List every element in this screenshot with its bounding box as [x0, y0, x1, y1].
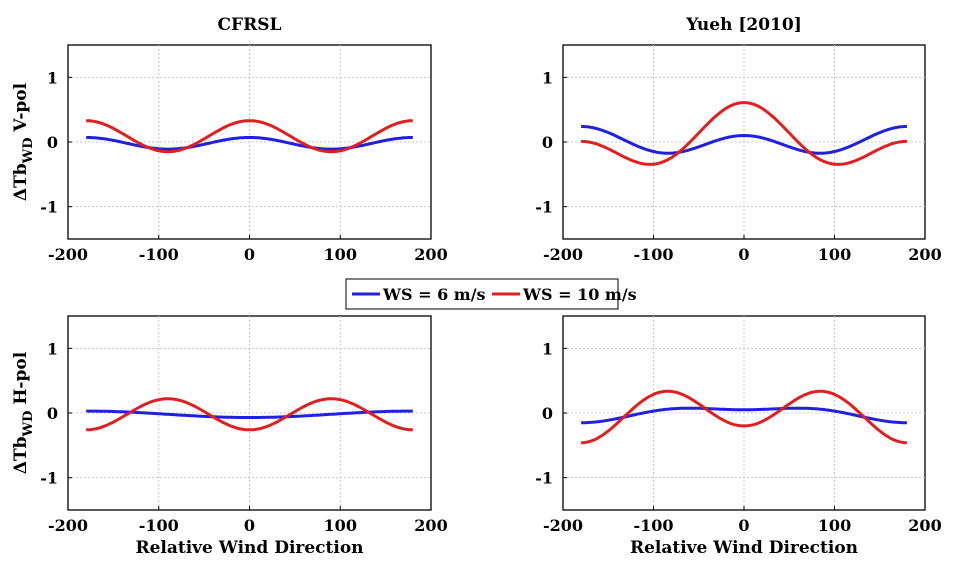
x-tick-label: 200: [414, 516, 447, 535]
legend-label: WS = 10 m/s: [522, 285, 637, 304]
series-line-ws10: [581, 389, 907, 445]
x-tick-label: -200: [543, 245, 583, 264]
series-line-ws6: [86, 409, 413, 419]
series-line-ws10: [581, 101, 907, 166]
x-tick-label: 200: [414, 245, 447, 264]
series-line-ws6: [581, 125, 907, 155]
y-tick-label: 1: [47, 68, 58, 87]
y-tick-label: -1: [535, 198, 553, 217]
x-tick-label: -100: [139, 245, 179, 264]
row-label-top: V-pol: [11, 82, 31, 137]
y-axis-label-top: ΔTbWD V-pol: [11, 82, 36, 201]
legend: WS = 6 m/s WS = 10 m/s: [345, 278, 637, 310]
y-tick-label: -1: [40, 469, 58, 488]
legend-label: WS = 6 m/s: [382, 285, 486, 304]
x-axis-label: Relative Wind Direction: [630, 538, 858, 558]
x-tick-label: 0: [738, 516, 749, 535]
y-tick-label: 0: [47, 133, 58, 152]
x-tick-label: 0: [244, 245, 255, 264]
panel-title: Yueh [2010]: [685, 15, 802, 35]
x-tick-label: -200: [543, 516, 583, 535]
x-tick-label: 100: [818, 245, 851, 264]
y-tick-label: 0: [542, 404, 553, 423]
y-label-subscript: WD: [21, 138, 36, 165]
legend-box: [345, 278, 619, 310]
x-tick-label: -200: [48, 245, 88, 264]
x-tick-label: 100: [324, 245, 357, 264]
y-label-main: ΔTb: [11, 436, 31, 474]
x-tick-label: 100: [818, 516, 851, 535]
panel-bottom-right: -200 -100 0 100 200 -1 0 1: [535, 315, 942, 535]
x-tick-label: -100: [633, 245, 673, 264]
panel-bottom-left: -200 -100 0 100 200 -1 0 1: [40, 315, 448, 535]
y-tick-label: -1: [535, 469, 553, 488]
y-tick-label: 1: [542, 68, 553, 87]
y-label-main: ΔTb: [11, 163, 31, 201]
x-tick-label: -100: [139, 516, 179, 535]
row-label-bottom: H-pol: [11, 351, 31, 410]
y-label-subscript: WD: [21, 411, 36, 438]
series-line-ws10: [86, 397, 413, 432]
series-line-ws10: [86, 119, 413, 154]
x-tick-label: 0: [244, 516, 255, 535]
y-tick-label: 1: [542, 339, 553, 358]
series-line-ws6: [581, 406, 907, 425]
panel-top-right: -200 -100 0 100 200 -1 0 1 Yueh [2010]: [535, 15, 941, 264]
y-axis-label-bottom: ΔTbWD H-pol: [11, 351, 36, 474]
y-tick-label: 0: [47, 404, 58, 423]
x-tick-label: 200: [908, 516, 941, 535]
x-tick-label: 100: [324, 516, 357, 535]
x-axis-label: Relative Wind Direction: [135, 538, 363, 558]
series-line-ws6: [86, 136, 413, 151]
x-tick-label: 0: [738, 245, 749, 264]
panel-title: CFRSL: [218, 15, 282, 35]
x-tick-label: -200: [48, 516, 88, 535]
y-tick-label: -1: [40, 198, 58, 217]
x-tick-label: -100: [633, 516, 673, 535]
y-tick-label: 1: [47, 339, 58, 358]
x-tick-label: 200: [908, 245, 941, 264]
panel-top-left: -200 -100 0 100 200 -1 0 1 CFRSL: [40, 15, 447, 264]
y-tick-label: 0: [542, 133, 553, 152]
